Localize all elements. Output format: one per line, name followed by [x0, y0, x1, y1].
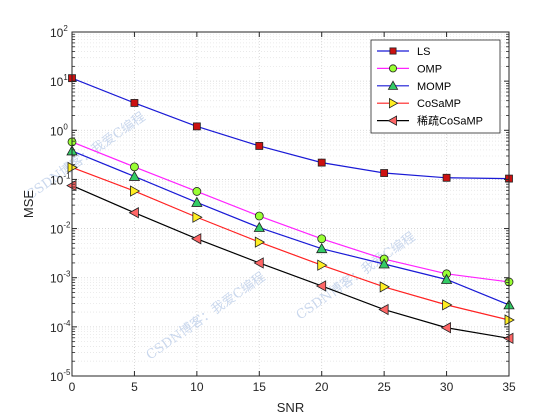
data-point-triangle-right: [379, 281, 390, 293]
data-point-triangle-right: [254, 236, 266, 248]
data-point-circle: [192, 187, 202, 196]
x-tick-label: 20: [315, 380, 329, 394]
data-point-triangle-right: [130, 185, 141, 197]
grid: [71, 31, 510, 377]
x-tick-label: 15: [253, 380, 267, 394]
x-tick-label: 35: [502, 380, 516, 394]
y-tick-label-exponent: 2: [63, 24, 68, 33]
legend-entry-label: 稀疏CoSaMP: [417, 114, 483, 128]
series-line: [71, 141, 510, 283]
data-point-circle: [254, 211, 264, 221]
data-point-square: [192, 122, 201, 131]
legend: LS OMP MOMP CoSaMP 稀疏CoSaMP: [370, 39, 501, 134]
data-point-triangle-right: [192, 211, 203, 223]
data-point-circle: [317, 234, 327, 244]
data-point-circle: [130, 162, 139, 172]
x-tick-label: 10: [190, 380, 204, 394]
data-point-triangle-up: [253, 221, 265, 232]
y-tick-label-base: 10: [50, 272, 64, 286]
data-point-triangle-left: [128, 207, 139, 219]
series-line: [71, 166, 510, 321]
y-axis-label: MSE: [21, 190, 36, 219]
y-tick-label: 10-5: [50, 368, 71, 384]
series-line: [71, 150, 510, 306]
data-point-triangle-right: [317, 259, 328, 271]
x-tick-label: 25: [377, 380, 391, 394]
data-point-square: [255, 142, 264, 150]
data-point-square: [380, 169, 389, 177]
y-tick-label-base: 10: [50, 370, 64, 384]
y-tick-label-base: 10: [50, 26, 64, 40]
data-point-square: [389, 47, 397, 55]
series-line: [71, 185, 510, 339]
y-tick-label-exponent: -3: [63, 270, 71, 279]
legend-entry-label: LS: [417, 46, 430, 58]
series-line: [71, 77, 510, 180]
y-tick-label-base: 10: [50, 223, 64, 237]
y-tick-label-base: 10: [50, 173, 64, 187]
plot-frame: [71, 31, 510, 377]
data-point-triangle-left: [440, 322, 451, 334]
data-point-triangle-up: [191, 196, 203, 207]
y-tick-label: 10-1: [50, 171, 71, 187]
y-tick-label: 10-2: [50, 221, 71, 237]
series-group: [66, 179, 514, 344]
x-tick-label: 0: [69, 380, 76, 394]
y-tick-label: 101: [50, 73, 68, 89]
data-point-triangle-up: [387, 80, 399, 90]
legend-entry-label: MOMP: [417, 81, 451, 93]
data-point-triangle-left: [253, 257, 264, 269]
y-tick-label: 100: [50, 122, 68, 138]
data-point-triangle-up: [128, 170, 141, 181]
series-group: [67, 137, 514, 287]
y-tick-label-exponent: 0: [63, 122, 68, 131]
y-tick-label-exponent: -4: [63, 319, 71, 328]
legend-entry-label: CoSaMP: [417, 98, 461, 110]
x-tick-label: 30: [440, 380, 454, 394]
y-tick-label-base: 10: [50, 75, 64, 89]
data-point-circle: [388, 64, 397, 73]
y-tick-label-base: 10: [50, 321, 64, 335]
y-tick-label: 10-3: [50, 270, 71, 286]
data-point-triangle-left: [191, 233, 202, 245]
axis-ticks: 0 5 10 15 20 25 30 3510-510-410-310-210-1100101…: [50, 24, 516, 394]
y-tick-label-exponent: 1: [63, 73, 68, 82]
x-axis-label: SNR: [277, 400, 304, 415]
y-tick-label-exponent: -2: [63, 221, 71, 230]
data-point-triangle-right: [442, 299, 453, 311]
data-point-triangle-left: [387, 115, 398, 126]
data-point-square: [317, 158, 326, 167]
data-point-square: [442, 173, 451, 182]
y-tick-label: 10-4: [50, 319, 71, 335]
y-tick-label-exponent: -1: [63, 171, 71, 180]
series-layer: [66, 74, 515, 344]
data-point-triangle-up: [440, 273, 453, 284]
y-tick-label: 102: [50, 24, 68, 40]
data-point-triangle-left: [378, 303, 389, 316]
data-point-triangle-up: [316, 242, 328, 254]
y-tick-label-base: 10: [50, 124, 64, 138]
x-tick-label: 5: [131, 380, 138, 394]
legend-entry-label: OMP: [417, 63, 442, 75]
data-point-triangle-left: [315, 280, 327, 292]
data-point-triangle-right: [388, 97, 399, 109]
y-tick-label-exponent: -5: [63, 368, 71, 377]
data-point-triangle-up: [378, 258, 390, 269]
data-point-square: [130, 99, 139, 107]
